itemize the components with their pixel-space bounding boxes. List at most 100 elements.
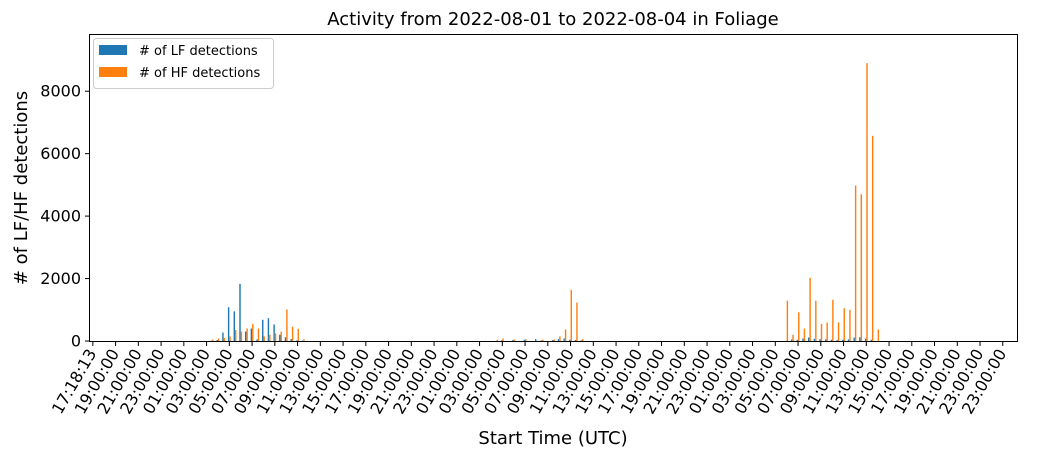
lf-bar bbox=[500, 340, 503, 341]
lf-bar bbox=[870, 339, 872, 341]
hf-bar bbox=[798, 312, 800, 341]
lf-bar bbox=[279, 334, 281, 341]
y-tick-label: 8000 bbox=[40, 82, 81, 101]
lf-bar bbox=[540, 340, 543, 341]
hf-bar bbox=[513, 339, 516, 341]
y-tick-label: 2000 bbox=[40, 269, 81, 288]
hf-bar bbox=[280, 331, 282, 341]
lf-bar bbox=[233, 311, 236, 341]
hf-bar bbox=[559, 336, 561, 341]
lf-bar bbox=[563, 338, 565, 341]
hf-bar bbox=[263, 336, 265, 341]
lf-bar bbox=[216, 340, 218, 341]
hf-bar bbox=[217, 338, 220, 341]
hf-series-bars bbox=[212, 63, 880, 341]
hf-bar bbox=[525, 339, 527, 341]
hf-bar bbox=[849, 309, 851, 341]
lf-bar bbox=[250, 328, 253, 341]
hf-bar bbox=[542, 339, 544, 341]
lf-bar bbox=[512, 340, 514, 341]
lf-bar bbox=[290, 339, 292, 341]
hf-bar bbox=[235, 330, 237, 341]
lf-bar bbox=[808, 337, 810, 341]
lf-bar bbox=[853, 337, 855, 341]
legend: # of LF detections # of HF detections bbox=[93, 38, 274, 89]
hf-bar bbox=[570, 289, 572, 341]
lf-bar bbox=[227, 307, 230, 341]
lf-bar bbox=[864, 338, 867, 341]
hf-bar bbox=[803, 328, 806, 341]
hf-bar bbox=[553, 339, 555, 341]
lf-bar bbox=[842, 339, 844, 341]
lf-bar bbox=[790, 339, 793, 341]
hf-bar bbox=[252, 323, 254, 341]
hf-bar bbox=[843, 308, 845, 341]
x-axis-ticks: 17:18:1319:00:0021:00:0023:00:0001:00:00… bbox=[48, 341, 1010, 417]
hf-bar bbox=[246, 328, 248, 341]
lf-bar bbox=[262, 319, 264, 341]
lf-bar bbox=[273, 324, 275, 341]
lf-bar bbox=[557, 339, 560, 341]
hf-bar bbox=[871, 135, 874, 341]
lf-bar bbox=[836, 340, 838, 341]
hf-bar bbox=[269, 334, 271, 341]
hf-bar bbox=[286, 309, 288, 341]
lf-bar bbox=[239, 283, 241, 341]
y-tick-label: 4000 bbox=[40, 207, 81, 226]
hf-bar bbox=[860, 194, 863, 341]
hf-bar bbox=[223, 337, 226, 341]
y-axis-title: # of LF/HF detections bbox=[11, 91, 32, 285]
legend-label-lf: # of LF detections bbox=[139, 44, 258, 59]
lf-bar bbox=[859, 337, 861, 341]
lf-bar bbox=[569, 339, 571, 341]
chart-title: Activity from 2022-08-01 to 2022-08-04 i… bbox=[327, 9, 779, 30]
hf-bar bbox=[809, 277, 811, 341]
plot-frame bbox=[89, 34, 1018, 342]
hf-bar bbox=[297, 328, 299, 341]
lf-bar bbox=[847, 339, 850, 341]
hf-bar bbox=[792, 334, 794, 341]
lf-bar bbox=[796, 339, 799, 341]
lf-bar bbox=[830, 339, 833, 341]
hf-bar bbox=[274, 333, 277, 341]
lf-bar bbox=[813, 338, 816, 341]
lf-bar bbox=[267, 318, 270, 341]
legend-label-hf: # of HF detections bbox=[139, 66, 260, 81]
lf-bar bbox=[574, 340, 577, 341]
hf-bar bbox=[291, 326, 294, 341]
lf-bar bbox=[552, 340, 554, 341]
hf-bar bbox=[581, 339, 584, 341]
hf-bar bbox=[854, 185, 857, 341]
y-tick-label: 6000 bbox=[40, 144, 81, 163]
hf-bar bbox=[564, 329, 567, 341]
hf-bar bbox=[832, 299, 834, 341]
lf-bar bbox=[244, 331, 247, 341]
hf-bar bbox=[240, 331, 243, 341]
legend-swatch-hf bbox=[99, 67, 127, 77]
lf-bar bbox=[222, 332, 224, 341]
hf-bar bbox=[212, 339, 214, 341]
hf-bar bbox=[303, 339, 305, 341]
hf-bar bbox=[837, 322, 840, 341]
hf-bar bbox=[786, 300, 789, 341]
y-tick-label: 0 bbox=[71, 332, 81, 351]
hf-bar bbox=[820, 323, 823, 341]
lf-bar bbox=[819, 339, 821, 341]
hf-bar bbox=[502, 338, 504, 341]
hf-bar bbox=[815, 300, 817, 341]
lf-bar bbox=[580, 340, 582, 341]
hf-bar bbox=[496, 339, 499, 341]
legend-box bbox=[93, 38, 274, 89]
y-axis-ticks: 0 2000 4000 6000 8000 bbox=[40, 82, 90, 351]
hf-bar bbox=[257, 328, 260, 341]
x-axis-title: Start Time (UTC) bbox=[478, 428, 627, 449]
hf-bar bbox=[576, 302, 578, 341]
hf-bar bbox=[826, 322, 828, 341]
lf-bar bbox=[523, 339, 526, 341]
lf-bar bbox=[535, 339, 537, 341]
hf-bar bbox=[229, 336, 231, 341]
lf-bar bbox=[296, 340, 298, 341]
lf-bar bbox=[802, 338, 804, 341]
lf-bar bbox=[825, 339, 827, 341]
